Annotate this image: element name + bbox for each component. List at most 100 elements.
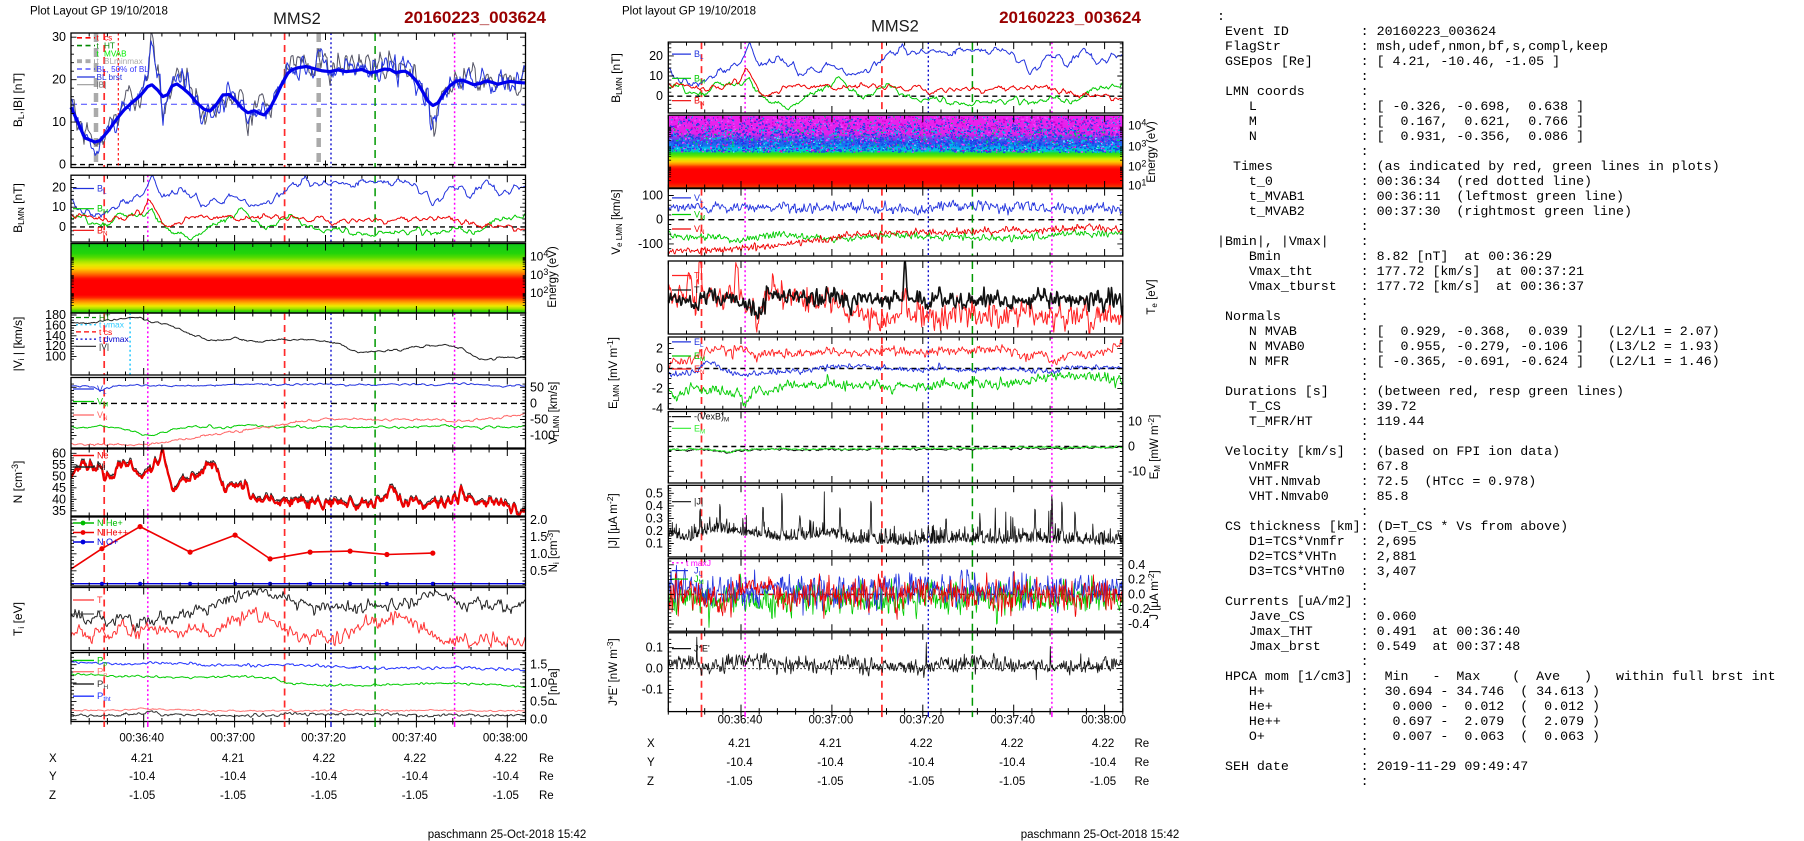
svg-text:t cs: t cs: [99, 327, 112, 337]
svg-text:-10.4: -10.4: [726, 757, 753, 769]
svg-text:Energy (eV): Energy (eV): [1146, 121, 1158, 183]
svg-text:|B|: |B|: [97, 81, 107, 90]
svg-text:-4: -4: [652, 402, 663, 416]
svg-text:Te [eV]: Te [eV]: [1146, 279, 1159, 314]
svg-text:|Vi | [km/s]: |Vi | [km/s]: [11, 317, 26, 372]
svg-text:Re: Re: [539, 753, 554, 765]
svg-text:|J|: |J|: [694, 497, 703, 507]
svg-text:104: 104: [530, 249, 548, 264]
svg-text:-0.1: -0.1: [641, 683, 663, 697]
svg-text:0.5: 0.5: [530, 694, 547, 708]
svg-text:1.5: 1.5: [530, 658, 547, 672]
svg-text:cs: cs: [104, 34, 112, 43]
svg-text:102: 102: [530, 285, 548, 300]
svg-text:HT: HT: [99, 313, 110, 323]
svg-text:0.0: 0.0: [1128, 587, 1145, 601]
svg-text:1.5: 1.5: [530, 530, 547, 544]
svg-text:-1.05: -1.05: [493, 790, 519, 802]
svg-text:T: T: [694, 285, 700, 295]
svg-text:50: 50: [530, 380, 544, 394]
svg-text:Re: Re: [1135, 776, 1150, 788]
svg-text:MMS2: MMS2: [871, 18, 919, 36]
svg-text:4.22: 4.22: [1001, 738, 1023, 750]
svg-text:BLMN [nT]: BLMN [nT]: [609, 53, 624, 103]
svg-text:2.0: 2.0: [530, 513, 547, 527]
svg-text:EM [mW m-2]: EM [mW m-2]: [1146, 415, 1162, 480]
svg-text:t: t: [97, 34, 100, 43]
svg-text:t dvmax: t dvmax: [99, 334, 130, 344]
svg-text:-2: -2: [652, 382, 663, 396]
svg-text:0.4: 0.4: [1128, 558, 1145, 572]
svg-text:VL: VL: [694, 193, 704, 205]
svg-text:Ve LMN [km/s]: Ve LMN [km/s]: [611, 189, 624, 254]
svg-text:30: 30: [52, 30, 66, 44]
svg-text:VM: VM: [694, 210, 705, 222]
svg-text:X: X: [49, 753, 57, 765]
svg-text:103: 103: [530, 267, 548, 282]
svg-text:160: 160: [45, 318, 66, 332]
svg-text:120: 120: [45, 339, 66, 353]
svg-text:EM: EM: [694, 351, 705, 363]
svg-text:EL: EL: [694, 337, 704, 349]
svg-text:2: 2: [656, 341, 663, 355]
svg-text:20: 20: [52, 73, 66, 87]
svg-text:t: t: [97, 49, 100, 58]
svg-text:VN: VN: [97, 410, 108, 422]
svg-text:-10.4: -10.4: [817, 757, 844, 769]
svg-text:20: 20: [649, 49, 663, 63]
svg-text:Energy (eV): Energy (eV): [547, 246, 559, 308]
svg-text:00:37:40: 00:37:40: [392, 733, 437, 745]
svg-text:J*E': J*E': [694, 644, 710, 654]
svg-text:100: 100: [45, 350, 66, 364]
svg-text:Y: Y: [49, 771, 57, 783]
svg-text:10: 10: [1128, 415, 1142, 429]
svg-text:0.3: 0.3: [646, 511, 663, 525]
svg-text:100: 100: [642, 189, 663, 203]
svg-text:0: 0: [59, 158, 66, 172]
svg-text:Z: Z: [49, 790, 56, 802]
svg-text:Y: Y: [647, 757, 655, 769]
svg-text:BN: BN: [97, 225, 108, 237]
svg-text:BLminmax: BLminmax: [104, 57, 143, 66]
svg-text:BM: BM: [694, 73, 705, 85]
svg-text:4.21: 4.21: [728, 738, 750, 750]
svg-text:t vmax: t vmax: [99, 320, 125, 330]
svg-text:T: T: [694, 271, 700, 281]
svg-text:-10.4: -10.4: [402, 771, 429, 783]
svg-text:-1.05: -1.05: [1090, 776, 1116, 788]
svg-text:35: 35: [52, 504, 66, 518]
svg-text:0.0: 0.0: [646, 662, 663, 676]
svg-text:paschmann 25-Oct-2018 15:42: paschmann 25-Oct-2018 15:42: [1021, 829, 1180, 841]
svg-text:-10.4: -10.4: [129, 771, 156, 783]
svg-text:HT: HT: [104, 41, 115, 50]
svg-text:0.2: 0.2: [646, 524, 663, 538]
svg-text:Re: Re: [1135, 757, 1150, 769]
svg-text:0: 0: [530, 396, 537, 410]
svg-text:Re: Re: [1135, 738, 1150, 750]
svg-text:Ne: Ne: [97, 451, 109, 461]
svg-text:t: t: [97, 41, 100, 50]
svg-text:BL brst: BL brst: [97, 73, 123, 82]
svg-text:-0.2: -0.2: [1128, 602, 1150, 616]
svg-text:-0.4: -0.4: [1128, 617, 1150, 631]
svg-text:PH: PH: [97, 679, 108, 691]
svg-text:JL: JL: [694, 566, 703, 578]
svg-text:180: 180: [45, 308, 66, 322]
svg-text:10: 10: [52, 200, 66, 214]
svg-text:paschmann 25-Oct-2018 15:42: paschmann 25-Oct-2018 15:42: [428, 829, 587, 841]
svg-text:0.4: 0.4: [646, 499, 663, 513]
svg-text:0: 0: [59, 220, 66, 234]
svg-text:Re: Re: [539, 790, 554, 802]
svg-text:4.22: 4.22: [404, 753, 426, 765]
svg-text:40: 40: [52, 492, 66, 506]
svg-text:0.1: 0.1: [646, 537, 663, 551]
svg-text:N He++: N He++: [97, 528, 128, 538]
svg-text:140: 140: [45, 329, 66, 343]
svg-text:-1.05: -1.05: [129, 790, 155, 802]
svg-text:-1.05: -1.05: [908, 776, 934, 788]
svg-text:Pp: Pp: [97, 655, 107, 667]
svg-text:BN: BN: [694, 96, 705, 108]
svg-text:VL: VL: [97, 384, 107, 396]
svg-text:4.22: 4.22: [313, 753, 335, 765]
svg-text:10: 10: [52, 115, 66, 129]
